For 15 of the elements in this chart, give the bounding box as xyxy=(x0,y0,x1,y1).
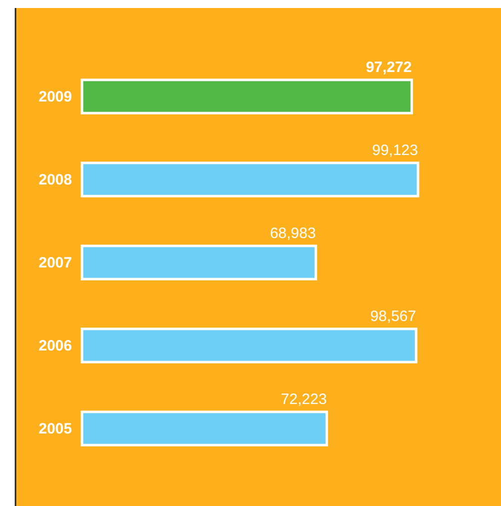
bar xyxy=(80,244,318,280)
y-tick-label: 2009 xyxy=(38,88,72,106)
y-tick-label: 2007 xyxy=(38,254,72,272)
bar xyxy=(80,410,328,446)
data-label: 68,983 xyxy=(270,224,316,242)
data-label: 97,272 xyxy=(366,58,412,76)
y-tick-label: 2005 xyxy=(38,420,72,438)
y-tick-label: 2008 xyxy=(38,172,72,188)
y-tick-label: 2006 xyxy=(38,338,72,354)
bar xyxy=(80,78,413,114)
data-label: 72,223 xyxy=(280,390,327,408)
data-label: 99,123 xyxy=(372,142,418,159)
data-label: 98,567 xyxy=(370,308,416,325)
bar xyxy=(80,328,418,364)
bar xyxy=(80,162,420,198)
